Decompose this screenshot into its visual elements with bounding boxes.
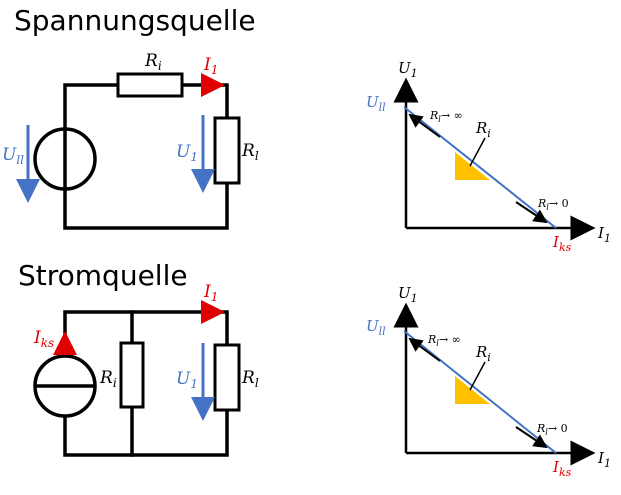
annotation-rl-inf: Rl→ ∞: [429, 109, 463, 124]
label-iks: Iks: [552, 233, 572, 254]
annotation-rl-zero: Rl→ 0: [537, 197, 569, 212]
ri-pointer-line: [469, 361, 486, 391]
characteristic-line: [403, 330, 557, 454]
ri-pointer-line: [469, 137, 486, 167]
arrow-rl-inf: [408, 337, 441, 362]
annotation-rl-zero: Rl→ 0: [536, 422, 568, 437]
label-uq: Ull: [366, 317, 386, 338]
label-uq: Ull: [366, 93, 386, 114]
label-i1: I1: [203, 55, 218, 77]
label-rl: Rl: [241, 141, 259, 163]
axis-label-u1: U1: [398, 284, 418, 305]
characteristic-line: [403, 106, 557, 229]
circuit-wires: [63, 83, 229, 230]
axis-label-i1: I1: [597, 224, 611, 245]
resistor-ri: [119, 341, 145, 409]
characteristic-graph-bottom: U1 I1 Ull Iks Ri Rl→ ∞ Rl→ 0: [366, 284, 611, 479]
label-iks: Iks: [552, 458, 572, 479]
label-iks: Iks: [33, 328, 54, 350]
title-current-source: Stromquelle: [18, 259, 188, 292]
resistor-rl: [213, 343, 241, 412]
arrow-rl-zero: [515, 201, 548, 224]
axis-label-i1: I1: [597, 449, 611, 470]
arrow-rl-zero: [515, 426, 548, 449]
label-uq: Ull: [2, 145, 24, 167]
label-u1: U1: [176, 142, 198, 164]
ri-slope-triangle: [455, 152, 490, 180]
label-rl: Rl: [241, 368, 259, 390]
title-voltage-source: Spannungsquelle: [14, 4, 256, 37]
annotation-rl-inf: Rl→ ∞: [427, 333, 461, 348]
resistor-ri: [116, 72, 184, 98]
label-ri: Ri: [475, 343, 491, 364]
label-i1: I1: [203, 282, 218, 304]
label-u1: U1: [176, 369, 198, 391]
label-ri: Ri: [144, 51, 162, 73]
label-ri: Ri: [99, 368, 117, 390]
voltage-source-circuit: Ri I1 Rl U1 Ull: [2, 51, 259, 230]
resistor-rl: [213, 116, 241, 185]
characteristic-graph-top: U1 I1 Ull Iks Ri Rl→ ∞ Rl→ 0: [366, 59, 611, 254]
axis-label-u1: U1: [398, 59, 418, 80]
ri-slope-triangle: [455, 376, 490, 404]
arrow-rl-inf: [408, 113, 441, 138]
current-source-circuit: Iks I1 Ri Rl U1: [33, 282, 259, 457]
label-ri: Ri: [475, 119, 491, 140]
